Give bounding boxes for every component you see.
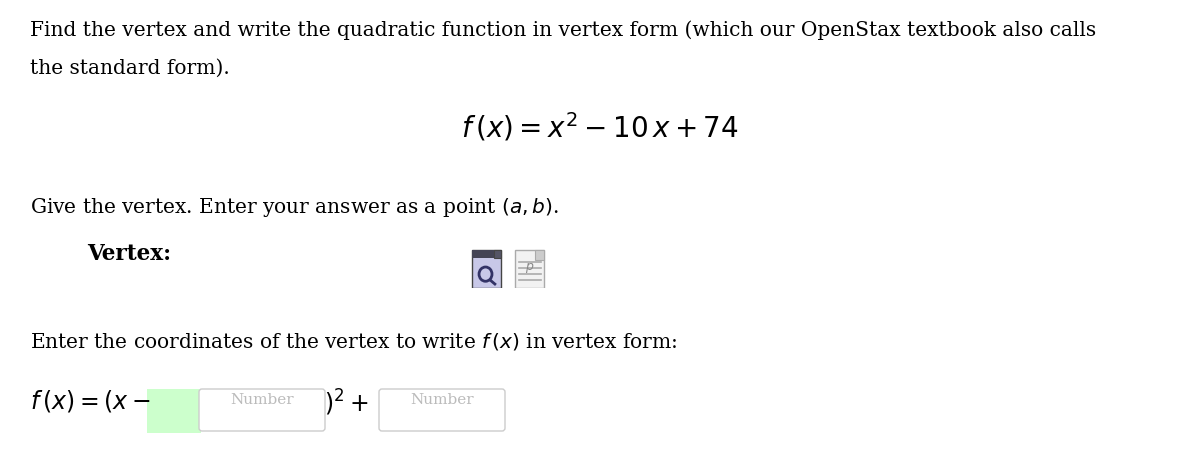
Text: Vertex:: Vertex: — [88, 243, 172, 265]
Text: Give the vertex. Enter your answer as a point $(a, b)$.: Give the vertex. Enter your answer as a … — [30, 196, 559, 219]
Text: Enter the coordinates of the vertex to write $f\,(x)$ in vertex form:: Enter the coordinates of the vertex to w… — [30, 331, 677, 352]
Text: p: p — [524, 260, 533, 273]
Text: Find the vertex and write the quadratic function in vertex form (which our OpenS: Find the vertex and write the quadratic … — [30, 20, 1096, 40]
Text: $f\,(x) = (x-$: $f\,(x) = (x-$ — [30, 388, 151, 414]
Text: $f\,(x) = x^2 - 10\,x + 74$: $f\,(x) = x^2 - 10\,x + 74$ — [461, 110, 739, 143]
Text: the standard form).: the standard form). — [30, 58, 229, 77]
FancyBboxPatch shape — [379, 389, 505, 431]
FancyBboxPatch shape — [199, 389, 325, 431]
FancyBboxPatch shape — [473, 250, 502, 288]
FancyBboxPatch shape — [163, 245, 474, 292]
FancyBboxPatch shape — [516, 250, 544, 288]
Text: Number: Number — [230, 393, 294, 407]
Polygon shape — [535, 250, 544, 260]
Text: Number: Number — [410, 393, 474, 407]
Text: $)^2+$: $)^2+$ — [324, 388, 368, 418]
Polygon shape — [494, 250, 502, 258]
FancyBboxPatch shape — [148, 389, 202, 433]
FancyBboxPatch shape — [473, 250, 494, 258]
